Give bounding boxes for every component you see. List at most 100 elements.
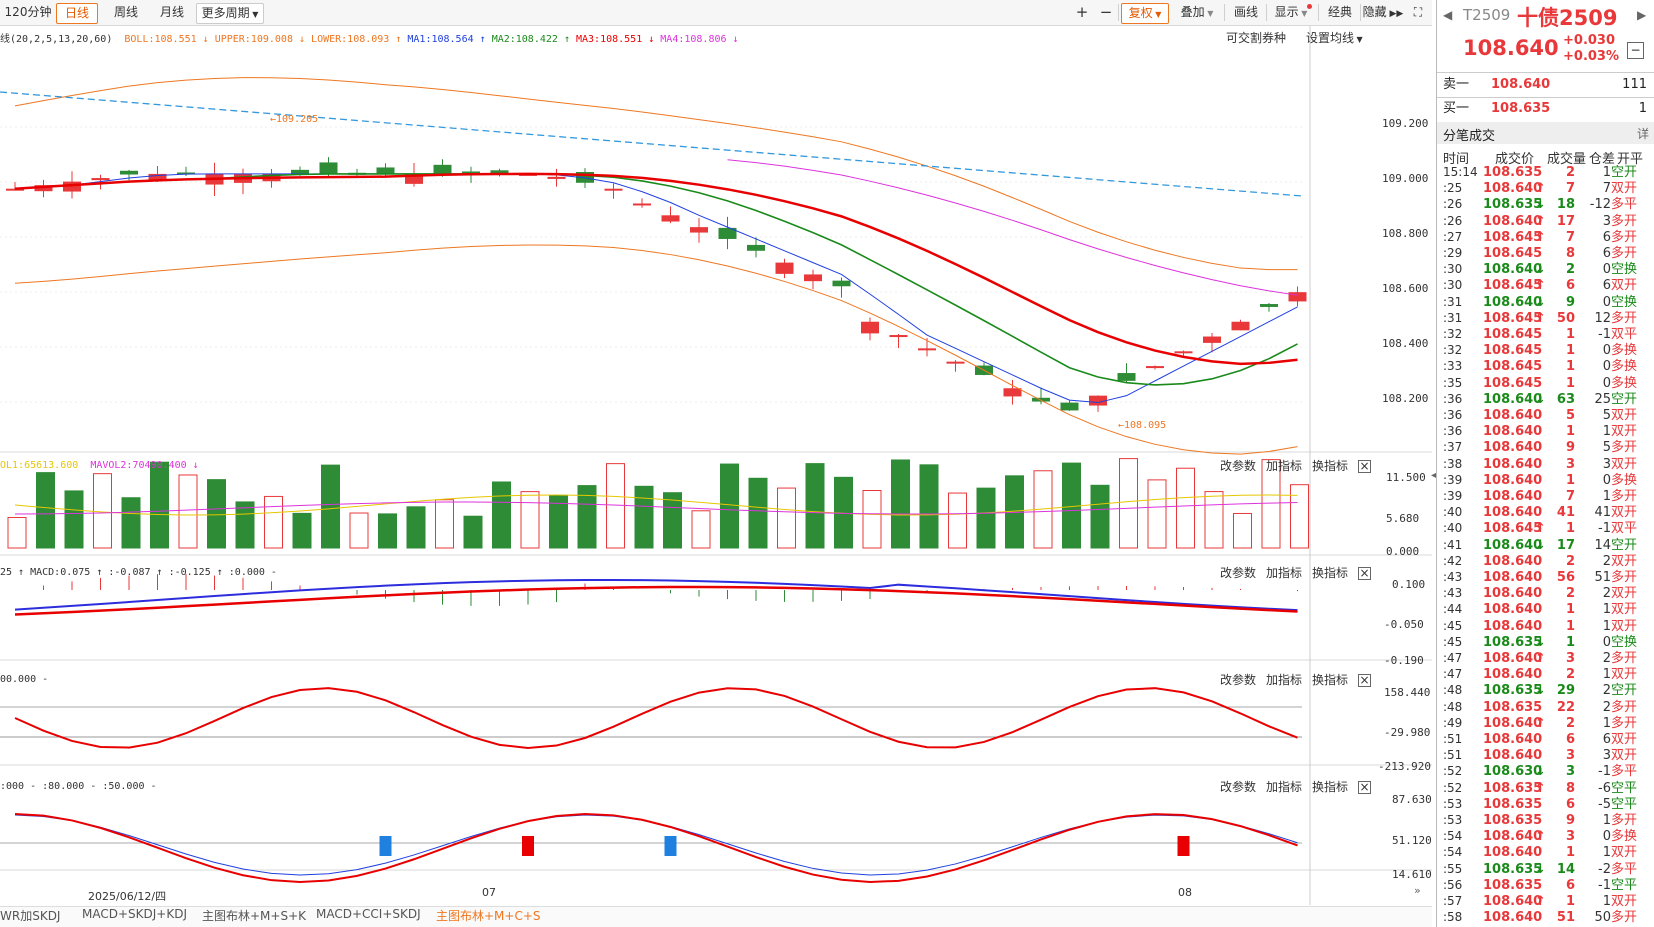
template-tab[interactable]: WR加SKDJ [0, 909, 61, 923]
template-tab[interactable]: MACD+CCI+SKDJ [316, 907, 421, 921]
collapse-panel-icon[interactable]: ◀ [1431, 470, 1439, 481]
add-indicator-button[interactable]: 加指标 [1266, 459, 1303, 473]
edit-params-button[interactable]: 改参数 [1220, 780, 1257, 794]
tick-direction: ↑ [1535, 229, 1546, 245]
tick-price: 108.640 [1483, 408, 1543, 423]
tick-row: :55 108.635 ↓ 14 -2 多平 [1437, 862, 1654, 877]
tick-type: 多平 [1611, 197, 1638, 213]
tab-daily[interactable]: 日线 [56, 3, 98, 24]
tick-price: 108.640 [1483, 213, 1543, 229]
tab-120min[interactable]: 120分钟 [4, 5, 52, 19]
switch-indicator-button[interactable]: 换指标 [1312, 459, 1349, 473]
template-tab[interactable]: 主图布林+M+S+K [202, 909, 307, 923]
add-indicator-button[interactable]: 加指标 [1266, 673, 1303, 687]
ticks-list[interactable]: 15:14 108.635 2 1 空开:25 108.640 ↑ 7 7 双开:26 108.63… [1437, 165, 1654, 927]
cci-chart [14, 687, 1298, 749]
tick-row: :52 108.630 ↓ 3 -1 多平 [1437, 764, 1654, 779]
kdj-legend: :000 - :80.000 - :50.000 - [0, 781, 157, 792]
edit-params-button[interactable]: 改参数 [1220, 566, 1257, 580]
volume-bar [321, 464, 340, 549]
fuquan-button[interactable]: 复权 ▼ [1121, 3, 1169, 24]
volume-bar [7, 516, 27, 549]
tab-more-periods[interactable]: 更多周期 ▼ [196, 3, 264, 24]
tick-oi-change: 6 [1602, 732, 1611, 747]
fullscreen-icon[interactable]: ⛶ [1413, 5, 1423, 19]
edit-params-button[interactable]: 改参数 [1220, 673, 1257, 687]
volume-bar [121, 497, 141, 549]
diejia-button[interactable]: 叠加 ▼ [1174, 3, 1220, 22]
add-indicator-button[interactable]: 加指标 [1266, 566, 1303, 580]
tick-row: :27 108.645 ↑ 7 6 多开 [1437, 230, 1654, 245]
tick-time: :33 [1443, 359, 1463, 374]
vol-tick: 0.000 [1386, 545, 1420, 558]
tick-row: :30 108.640 ↓ 2 0 空换 [1437, 262, 1654, 277]
indicator-name: 线(20,2,5,13,20,60) [0, 34, 113, 45]
tick-volume: 51 [1556, 910, 1575, 926]
tick-type: 空平 [1611, 796, 1638, 812]
zoom-out-button[interactable]: − [1099, 3, 1113, 21]
close-icon[interactable]: × [1358, 566, 1372, 580]
close-icon[interactable]: × [1358, 780, 1372, 794]
template-tab-active[interactable]: 主图布林+M+C+S [436, 909, 541, 923]
tick-type: 双开 [1611, 894, 1638, 909]
notification-dot-icon [1307, 4, 1312, 9]
tick-price: 108.640 [1483, 894, 1543, 909]
candle-body [1089, 395, 1107, 406]
next-contract-icon[interactable]: ▶ [1637, 8, 1647, 22]
kline-chart[interactable] [0, 0, 1432, 927]
tick-type: 多换 [1611, 375, 1638, 391]
tick-time: :26 [1443, 197, 1463, 212]
volume-bar [1147, 479, 1167, 549]
tab-weekly[interactable]: 周线 [113, 5, 138, 19]
close-icon[interactable]: × [1358, 673, 1372, 687]
tick-direction: ↑ [1535, 181, 1546, 197]
tick-volume: 1 [1565, 894, 1575, 909]
tick-oi-change: 7 [1602, 181, 1611, 197]
tick-row: :54 108.640 ↑ 3 0 多换 [1437, 829, 1654, 844]
tick-price: 108.645 [1483, 278, 1543, 294]
switch-indicator-button[interactable]: 换指标 [1312, 566, 1349, 580]
tick-volume: 2 [1565, 586, 1575, 602]
kdj-signal-marker [1177, 836, 1190, 856]
huaxian-button[interactable]: 画线 [1233, 5, 1258, 19]
tick-time: :32 [1443, 343, 1463, 358]
prev-contract-icon[interactable]: ◀ [1443, 8, 1453, 22]
tick-row: :33 108.645 1 0 多换 [1437, 359, 1654, 374]
tick-price: 108.640 [1483, 748, 1543, 764]
tick-oi-change: 1 [1602, 165, 1611, 180]
xianshi-button[interactable]: 显示 ▼ [1268, 3, 1314, 22]
tick-row: :48 108.635 ↓ 29 2 空开 [1437, 683, 1654, 698]
zoom-in-button[interactable]: + [1075, 3, 1089, 21]
ma1-value: MA1:108.564 [407, 34, 474, 45]
switch-indicator-button[interactable]: 换指标 [1312, 673, 1349, 687]
tick-direction: ↑ [1535, 521, 1546, 537]
cci-tick: -213.920 [1378, 760, 1431, 773]
ticks-detail-button[interactable]: 详 [1636, 127, 1649, 141]
scroll-right-icon[interactable]: » [1414, 884, 1421, 897]
tick-oi-change: 25 [1594, 391, 1611, 407]
tick-price: 108.635 [1483, 634, 1543, 650]
edit-params-button[interactable]: 改参数 [1220, 459, 1257, 473]
tick-type: 多开 [1611, 715, 1638, 731]
ma-settings-button[interactable]: 设置均线 ▼ [1306, 29, 1363, 46]
close-icon[interactable]: × [1358, 459, 1372, 473]
candle-body [1231, 321, 1250, 331]
tick-type: 双开 [1611, 732, 1638, 747]
tick-volume: 1 [1565, 634, 1575, 650]
tab-monthly[interactable]: 月线 [159, 5, 184, 19]
tick-direction: ↓ [1535, 197, 1546, 213]
tick-price: 108.640 [1483, 391, 1543, 407]
template-tab[interactable]: MACD+SKDJ+KDJ [82, 907, 187, 921]
deliverable-bonds-button[interactable]: 可交割券种 [1226, 31, 1287, 45]
minimize-icon[interactable]: − [1627, 42, 1644, 59]
add-indicator-button[interactable]: 加指标 [1266, 780, 1303, 794]
tick-row: :41 108.640 ↓ 17 14 空开 [1437, 538, 1654, 553]
cci-tick: -29.980 [1384, 726, 1431, 739]
tick-volume: 17 [1556, 213, 1575, 229]
jingdian-button[interactable]: 经典 [1327, 5, 1352, 19]
switch-indicator-button[interactable]: 换指标 [1312, 780, 1349, 794]
tick-oi-change: 6 [1602, 229, 1611, 245]
hide-button[interactable]: 隐藏 ▶▶ [1362, 3, 1404, 22]
tick-type: 空平 [1611, 780, 1638, 796]
candle-body [6, 188, 24, 191]
